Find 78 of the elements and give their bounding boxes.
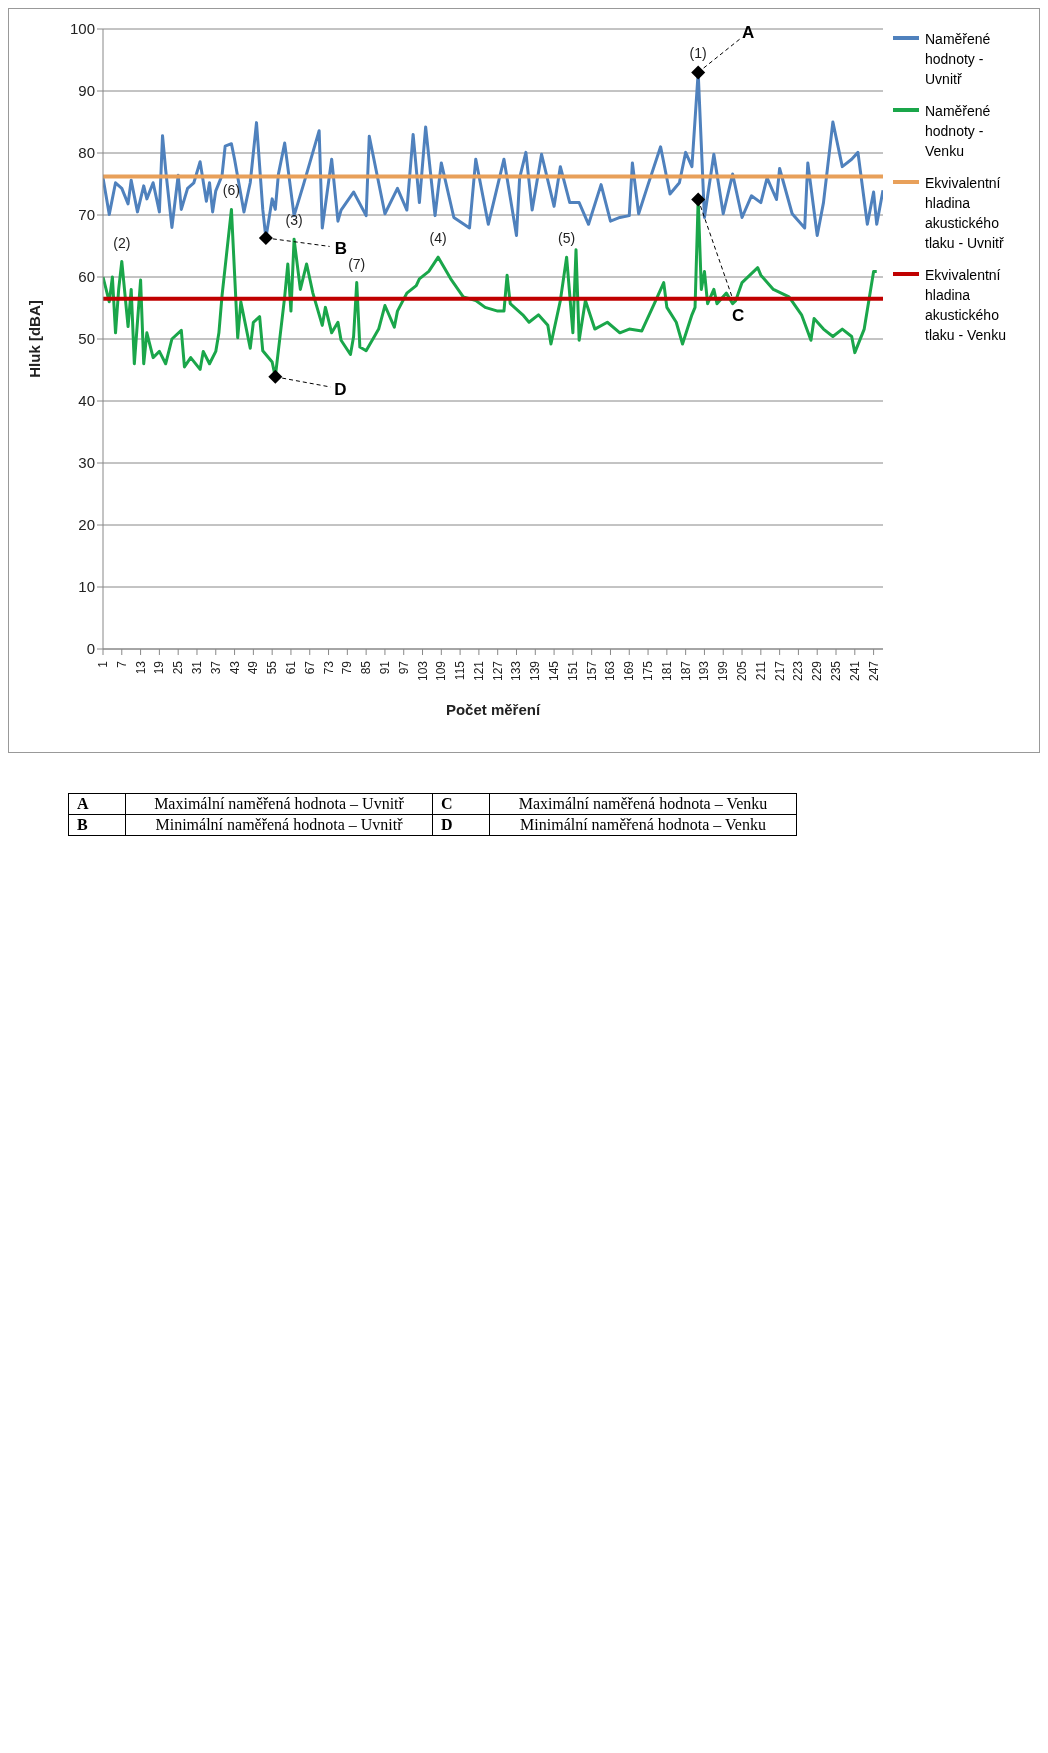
x-tick-label: 157	[584, 660, 599, 682]
text: D	[432, 814, 490, 836]
x-tick-label: 139	[528, 660, 543, 682]
x-tick-label: 61	[283, 660, 298, 675]
text: C	[432, 793, 490, 815]
annotation: (5)	[558, 230, 576, 247]
annotation: C	[732, 305, 745, 325]
x-tick-label: 37	[208, 660, 223, 675]
x-tick-label: 187	[678, 660, 693, 682]
x-tick-label: 163	[603, 660, 618, 682]
annotation: (4)	[429, 230, 447, 247]
x-tick-label: 31	[189, 660, 204, 675]
annotation: (3)	[285, 212, 303, 229]
x-tick-label: 73	[321, 660, 336, 675]
x-tick-label: 175	[641, 660, 656, 682]
annotation: (6)	[222, 182, 240, 199]
y-tick-label: 90	[78, 82, 95, 100]
annotation: (7)	[348, 255, 366, 272]
text: Maximální naměřená hodnota – Uvnitř	[125, 793, 433, 815]
y-tick-label: 40	[78, 392, 95, 410]
y-tick-label: 30	[78, 454, 95, 472]
x-tick-label: 217	[772, 660, 787, 682]
y-axis-title: Hluk [dBA]	[26, 300, 44, 378]
legend-label: Naměřené hodnoty - Venku	[925, 102, 992, 161]
x-tick-label: 103	[415, 660, 430, 682]
x-tick-label: 49	[246, 660, 261, 675]
legend-label: Ekvivalentní hladina akustického tlaku - Venku	[925, 266, 1007, 345]
y-tick-label: 0	[86, 640, 95, 658]
x-tick-label: 223	[791, 660, 806, 682]
x-tick-label: 79	[340, 660, 355, 675]
annotation: (2)	[113, 234, 131, 251]
y-tick-label: 50	[78, 330, 95, 348]
x-tick-label: 229	[810, 660, 825, 682]
x-tick-label: 121	[471, 660, 486, 682]
annotation: A	[742, 23, 755, 43]
x-tick-label: 205	[735, 660, 750, 682]
text: B	[68, 814, 126, 836]
x-tick-label: 211	[753, 660, 768, 681]
x-tick-label: 169	[622, 660, 637, 682]
x-tick-label: 145	[547, 660, 562, 682]
y-tick-label: 60	[78, 268, 95, 286]
x-tick-label: 85	[359, 660, 374, 675]
x-tick-label: 241	[847, 660, 862, 682]
x-tick-label: 109	[434, 660, 449, 682]
legend-label: Naměřené hodnoty - Uvnitř	[925, 30, 992, 89]
x-tick-label: 127	[490, 660, 505, 682]
annotation: (1)	[689, 45, 707, 62]
y-tick-label: 80	[78, 144, 95, 162]
x-tick-label: 1	[96, 660, 110, 668]
x-axis-title: Počet měření	[445, 701, 541, 718]
x-tick-label: 151	[565, 660, 580, 682]
legend-label: Ekvivalentní hladina akustického tlaku - Uvnitř	[925, 174, 1005, 253]
y-tick-label: 100	[69, 20, 95, 38]
x-tick-label: 247	[866, 660, 881, 682]
y-tick-label: 20	[78, 516, 95, 534]
x-tick-label: 133	[509, 660, 524, 682]
x-tick-label: 115	[453, 660, 468, 681]
annotation: B	[334, 238, 348, 258]
text: A	[68, 793, 126, 815]
annotation: D	[334, 379, 347, 399]
x-tick-label: 193	[697, 660, 712, 682]
x-tick-label: 97	[396, 660, 411, 675]
text: Minimální naměřená hodnota – Uvnitř	[125, 814, 433, 836]
x-tick-label: 7	[114, 660, 129, 668]
x-tick-label: 25	[171, 660, 186, 675]
x-tick-label: 13	[133, 660, 148, 675]
x-tick-label: 19	[152, 660, 167, 675]
x-tick-label: 55	[265, 660, 280, 675]
text: Maximální naměřená hodnota – Venku	[489, 793, 797, 815]
x-tick-label: 67	[302, 660, 317, 675]
y-tick-label: 10	[78, 578, 95, 596]
y-tick-label: 70	[78, 206, 95, 224]
x-tick-label: 199	[716, 660, 731, 682]
x-tick-label: 43	[227, 660, 242, 675]
x-tick-label: 235	[829, 660, 844, 682]
x-tick-label: 181	[659, 660, 674, 682]
x-tick-label: 91	[377, 660, 392, 675]
text: Minimální naměřená hodnota – Venku	[489, 814, 797, 836]
